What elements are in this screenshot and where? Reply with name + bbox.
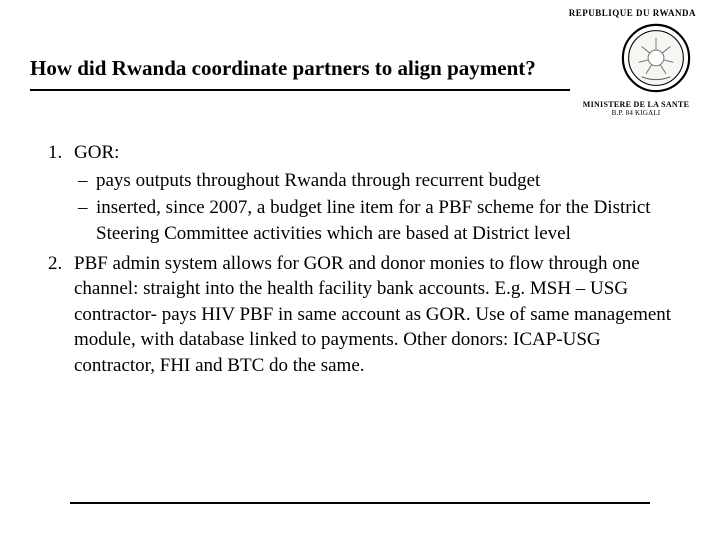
header-org: REPUBLIQUE DU RWANDA — [569, 8, 696, 18]
footer-rule — [70, 502, 650, 504]
list-item-2: 2. PBF admin system allows for GOR and d… — [48, 251, 672, 379]
list-number: 1. — [48, 140, 74, 247]
sub-bullet-text: pays outputs throughout Rwanda through r… — [96, 168, 672, 194]
title-block: How did Rwanda coordinate partners to al… — [30, 56, 570, 91]
sub-bullet-text: inserted, since 2007, a budget line item… — [96, 195, 672, 246]
content-body: 1. GOR: – pays outputs throughout Rwanda… — [48, 140, 672, 383]
list-item-1-label: GOR: — [74, 140, 672, 166]
ministry-block: MINISTERE DE LA SANTE B.P. 84 KIGALI — [576, 100, 696, 117]
list-item-1: 1. GOR: – pays outputs throughout Rwanda… — [48, 140, 672, 247]
dash-icon: – — [74, 168, 96, 194]
sub-bullet: – inserted, since 2007, a budget line it… — [74, 195, 672, 246]
list-number: 2. — [48, 251, 74, 379]
ministry-address: B.P. 84 KIGALI — [576, 109, 696, 117]
ministry-name: MINISTERE DE LA SANTE — [576, 100, 696, 109]
sub-bullet: – pays outputs throughout Rwanda through… — [74, 168, 672, 194]
dash-icon: – — [74, 195, 96, 246]
page-title: How did Rwanda coordinate partners to al… — [30, 56, 570, 81]
list-item-2-body: PBF admin system allows for GOR and dono… — [74, 251, 672, 379]
emblem-seal — [620, 22, 692, 94]
